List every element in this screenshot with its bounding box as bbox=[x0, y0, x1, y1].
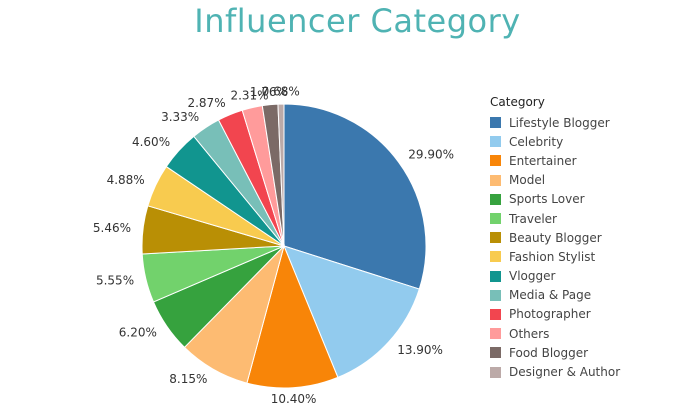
legend-label: Designer & Author bbox=[509, 365, 621, 380]
legend-item-fashion-stylist: Fashion Stylist bbox=[490, 247, 620, 266]
legend-swatch bbox=[490, 308, 501, 320]
legend-item-traveler: Traveler bbox=[490, 209, 620, 228]
legend-item-media-and-page: Media & Page bbox=[490, 286, 620, 305]
legend-label: Model bbox=[509, 173, 546, 188]
legend: Category Lifestyle Blogger Celebrity Enter… bbox=[490, 95, 620, 382]
legend-swatch bbox=[490, 155, 501, 167]
legend-swatch bbox=[490, 174, 501, 186]
legend-label: Vlogger bbox=[509, 269, 556, 284]
legend-swatch bbox=[490, 136, 501, 148]
legend-item-celebrity: Celebrity bbox=[490, 132, 620, 151]
slice-label-celebrity: 13.90% bbox=[397, 343, 443, 357]
legend-title: Category bbox=[490, 95, 545, 109]
legend-item-sports-lover: Sports Lover bbox=[490, 190, 620, 209]
legend-swatch bbox=[490, 270, 501, 282]
legend-swatch bbox=[490, 232, 501, 244]
slice-label-vlogger: 4.60% bbox=[132, 135, 170, 149]
slice-label-traveler: 5.55% bbox=[96, 274, 134, 288]
legend-swatch bbox=[490, 213, 501, 225]
legend-item-vlogger: Vlogger bbox=[490, 267, 620, 286]
legend-label: Lifestyle Blogger bbox=[509, 115, 610, 130]
legend-item-designer-and-author: Designer & Author bbox=[490, 362, 620, 381]
legend-label: Fashion Stylist bbox=[509, 249, 596, 264]
slice-label-model: 8.15% bbox=[169, 372, 207, 386]
legend-item-photographer: Photographer bbox=[490, 305, 620, 324]
legend-item-beauty-blogger: Beauty Blogger bbox=[490, 228, 620, 247]
legend-item-lifestyle-blogger: Lifestyle Blogger bbox=[490, 113, 620, 132]
legend-item-food-blogger: Food Blogger bbox=[490, 343, 620, 362]
pie-slice-lifestyle-blogger bbox=[283, 103, 427, 290]
legend-swatch bbox=[490, 366, 501, 378]
legend-label: Others bbox=[509, 326, 550, 341]
legend-label: Beauty Blogger bbox=[509, 230, 602, 245]
slice-label-entertainer: 10.40% bbox=[271, 392, 317, 406]
legend-label: Food Blogger bbox=[509, 345, 589, 360]
legend-label: Photographer bbox=[509, 307, 591, 322]
legend-label: Traveler bbox=[509, 211, 557, 226]
slice-label-others: 2.31% bbox=[230, 88, 268, 102]
legend-swatch bbox=[490, 251, 501, 263]
legend-label: Sports Lover bbox=[509, 192, 585, 207]
legend-swatch bbox=[490, 328, 501, 340]
legend-swatch bbox=[490, 347, 501, 359]
legend-item-others: Others bbox=[490, 324, 620, 343]
chart-title: Influencer Category bbox=[194, 2, 521, 40]
legend-item-model: Model bbox=[490, 171, 620, 190]
pie-slice-entertainer bbox=[246, 244, 339, 389]
legend-swatch bbox=[490, 193, 501, 205]
slice-label-fashion-stylist: 4.88% bbox=[107, 173, 145, 187]
slice-label-food-blogger: 1.76% bbox=[250, 85, 288, 99]
legend-item-entertainer: Entertainer bbox=[490, 151, 620, 170]
slice-label-photographer: 2.87% bbox=[187, 96, 225, 110]
legend-swatch bbox=[490, 117, 501, 129]
legend-label: Media & Page bbox=[509, 288, 592, 303]
legend-label: Entertainer bbox=[509, 153, 577, 168]
slice-label-designer-and-author: 0.68% bbox=[262, 85, 300, 99]
slice-label-lifestyle-blogger: 29.90% bbox=[408, 148, 454, 162]
slice-label-beauty-blogger: 5.46% bbox=[93, 221, 131, 235]
pie-slice-celebrity bbox=[283, 245, 420, 379]
slice-label-media-and-page: 3.33% bbox=[161, 110, 199, 124]
slice-label-sports-lover: 6.20% bbox=[119, 325, 157, 339]
legend-label: Celebrity bbox=[509, 134, 564, 149]
legend-swatch bbox=[490, 289, 501, 301]
pie-slice-designer-and-author bbox=[277, 103, 285, 247]
